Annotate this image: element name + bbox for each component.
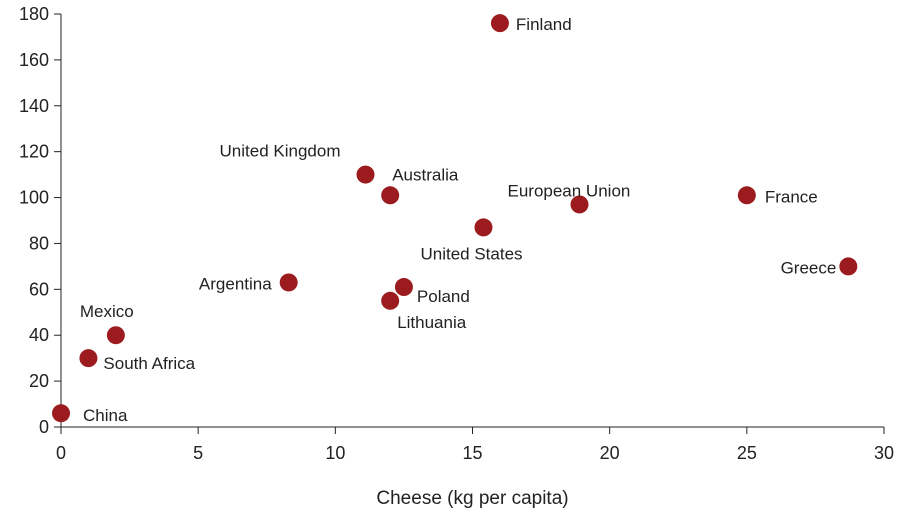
y-tick-label: 80: [29, 233, 49, 253]
data-point-label: Poland: [417, 287, 470, 306]
y-tick-label: 140: [19, 96, 49, 116]
y-tick-label: 160: [19, 50, 49, 70]
y-tick-label: 120: [19, 142, 49, 162]
data-point-marker: [381, 186, 400, 205]
data-point-marker: [737, 186, 756, 205]
x-tick-label: 10: [325, 443, 345, 463]
x-tick-label: 0: [56, 443, 66, 463]
data-point-label: European Union: [507, 181, 630, 200]
axes: 0 5 10 15 20 25 30 0 20 40 60 80 100 120 140 160 180: [19, 4, 894, 463]
data-point-label: South Africa: [103, 354, 195, 373]
data-point-marker: [279, 273, 298, 292]
y-tick-label: 20: [29, 371, 49, 391]
y-tick-label: 0: [39, 417, 49, 437]
y-tick-label: 60: [29, 279, 49, 299]
data-point-marker: [474, 218, 493, 237]
data-points: [52, 14, 858, 423]
data-point-marker: [570, 195, 589, 214]
data-point-label: Lithuania: [397, 313, 467, 332]
y-tick-label: 180: [19, 4, 49, 24]
data-point-label: China: [83, 406, 128, 425]
data-point-label: France: [765, 187, 818, 206]
data-point-marker: [79, 349, 98, 368]
y-tick-label: 40: [29, 325, 49, 345]
data-point-marker: [394, 278, 413, 297]
x-tick-label: 30: [874, 443, 894, 463]
data-point-marker: [52, 404, 70, 423]
data-point-label: Argentina: [199, 274, 272, 293]
data-point-label: United States: [420, 244, 522, 263]
point-labels: Finland United Kingdom Australia European U…: [80, 15, 836, 425]
x-tick-label: 20: [600, 443, 620, 463]
x-tick-label: 5: [193, 443, 203, 463]
x-axis-title: Cheese (kg per capita): [376, 488, 568, 509]
data-point-marker: [839, 257, 858, 276]
data-point-marker: [106, 326, 125, 345]
y-tick-label: 100: [19, 188, 49, 208]
x-tick-label: 25: [737, 443, 757, 463]
data-point-label: Finland: [516, 15, 572, 34]
data-point-label: Australia: [392, 165, 459, 184]
x-tick-label: 15: [462, 443, 482, 463]
data-point-marker: [381, 291, 400, 310]
data-point-marker: [490, 14, 509, 33]
data-point-marker: [356, 165, 375, 184]
data-point-label: Mexico: [80, 302, 134, 321]
data-point-label: Greece: [781, 258, 837, 277]
data-point-label: United Kingdom: [220, 142, 341, 161]
